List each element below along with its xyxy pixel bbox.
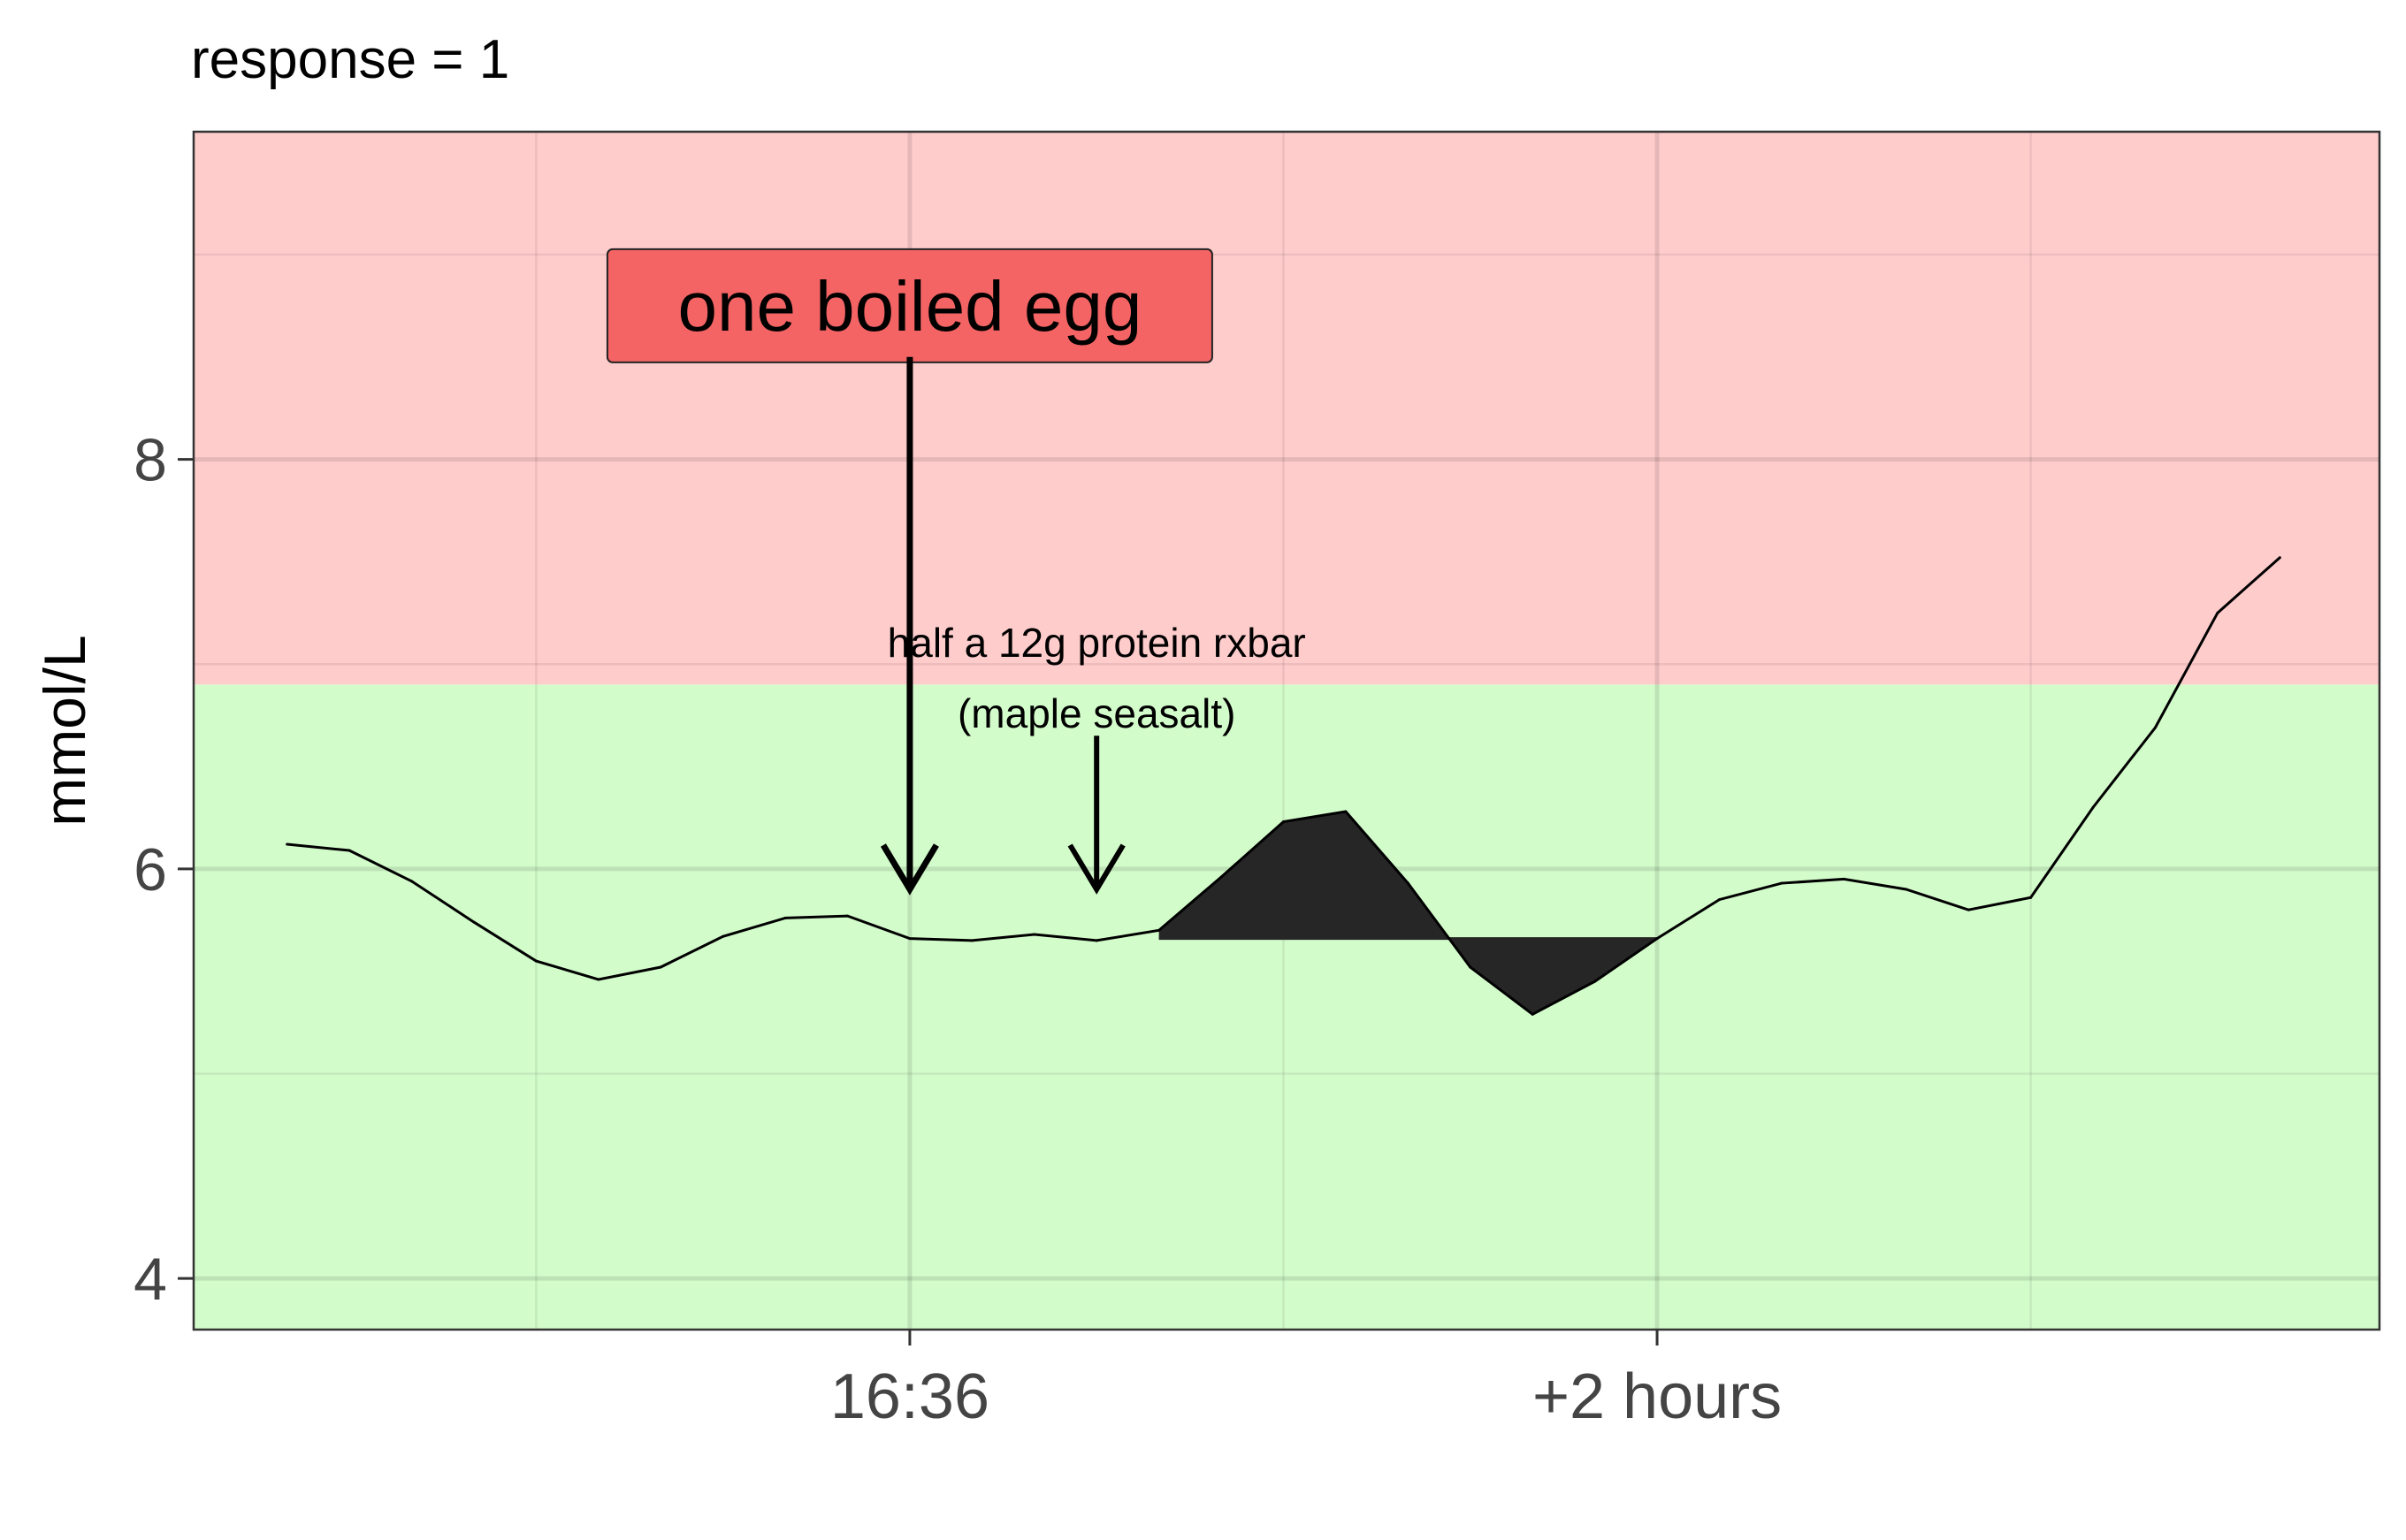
panel-border	[192, 130, 2381, 1331]
data-point	[1406, 881, 1409, 885]
data-point	[286, 842, 289, 846]
annotation-label-rxbar-line2: (maple seasalt)	[958, 690, 1235, 736]
data-point	[472, 920, 476, 924]
data-point	[970, 939, 974, 942]
arrow-head	[1067, 843, 1126, 895]
data-point	[1219, 875, 1223, 879]
data-point	[659, 965, 662, 969]
response-area	[1158, 811, 1658, 1015]
data-point	[1842, 877, 1845, 881]
annotation-arrow-rxbar	[1067, 736, 1126, 895]
data-point	[1469, 965, 1472, 969]
axes: 4 6 8 16:36 +2 hours	[134, 427, 1782, 1432]
y-tick-label: 6	[134, 836, 167, 903]
data-point	[1095, 939, 1098, 942]
y-tick-label: 8	[134, 427, 167, 494]
y-axis-label: mmol/L	[32, 635, 97, 826]
series-layer	[286, 556, 2281, 1017]
x-tick-label: 16:36	[830, 1361, 989, 1432]
data-point	[1593, 980, 1597, 983]
zone-bands	[194, 132, 2379, 1330]
meal-annotations: one boiled egg half a 12g protein rxbar (m…	[606, 248, 1306, 896]
x-tick-label: +2 hours	[1532, 1361, 1782, 1432]
data-point	[1033, 933, 1036, 936]
data-point	[1281, 820, 1285, 824]
data-point	[1967, 908, 1970, 911]
y-tick-label: 4	[134, 1246, 167, 1313]
data-point	[1780, 881, 1783, 885]
data-point	[409, 880, 413, 883]
data-point	[783, 916, 787, 919]
data-point	[2029, 896, 2033, 899]
data-point	[1905, 888, 1908, 891]
arrow-head	[880, 843, 939, 896]
response-fill	[1158, 811, 1658, 1015]
annotation-label-rxbar-line1: half a 12g protein rxbar	[888, 620, 1306, 666]
zone-high	[194, 132, 2379, 685]
annotation-label-egg: one boiled egg	[677, 267, 1142, 346]
data-point	[1531, 1012, 1534, 1016]
data-point	[2091, 805, 2095, 809]
data-point	[2153, 726, 2157, 729]
zone-normal	[194, 684, 2379, 1330]
grid-lines	[194, 132, 2379, 1330]
data-point	[845, 914, 849, 918]
data-point	[908, 937, 912, 941]
data-point	[1655, 937, 1659, 941]
data-point	[534, 959, 538, 963]
data-point	[348, 849, 351, 852]
data-point	[722, 934, 725, 938]
data-point	[2216, 611, 2219, 614]
chart-title: response = 1	[191, 29, 509, 90]
data-point	[1157, 928, 1161, 932]
data-point	[597, 978, 600, 981]
data-point	[1344, 810, 1348, 813]
data-point	[2278, 556, 2281, 560]
data-point	[1717, 898, 1721, 902]
annotation-arrow-egg	[880, 356, 939, 896]
